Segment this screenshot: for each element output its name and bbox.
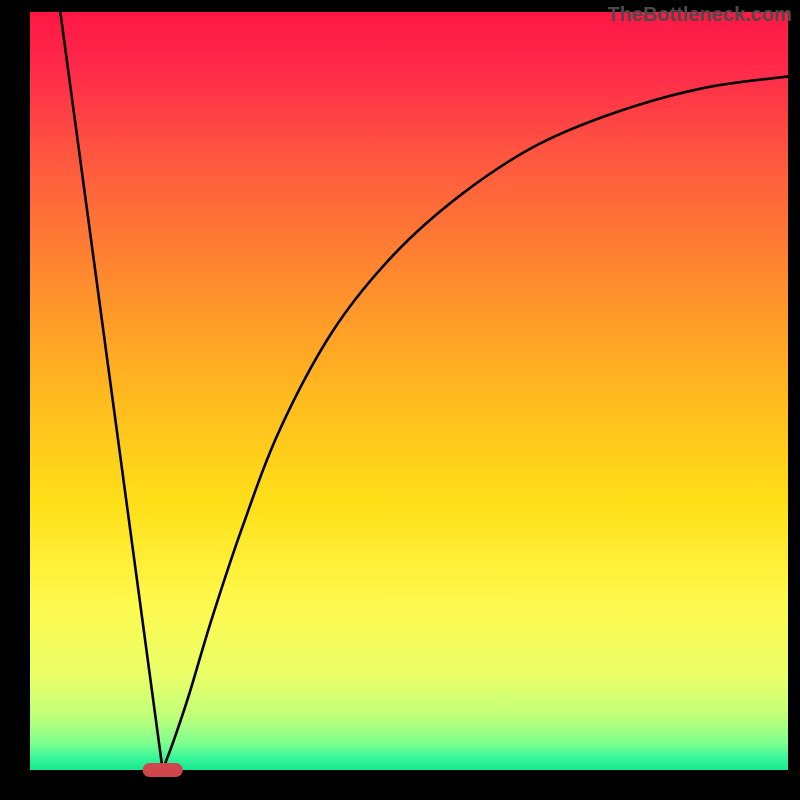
bottleneck-chart: TheBottleneck.com [0, 0, 800, 800]
watermark-text: TheBottleneck.com [608, 4, 792, 27]
chart-canvas [0, 0, 800, 800]
